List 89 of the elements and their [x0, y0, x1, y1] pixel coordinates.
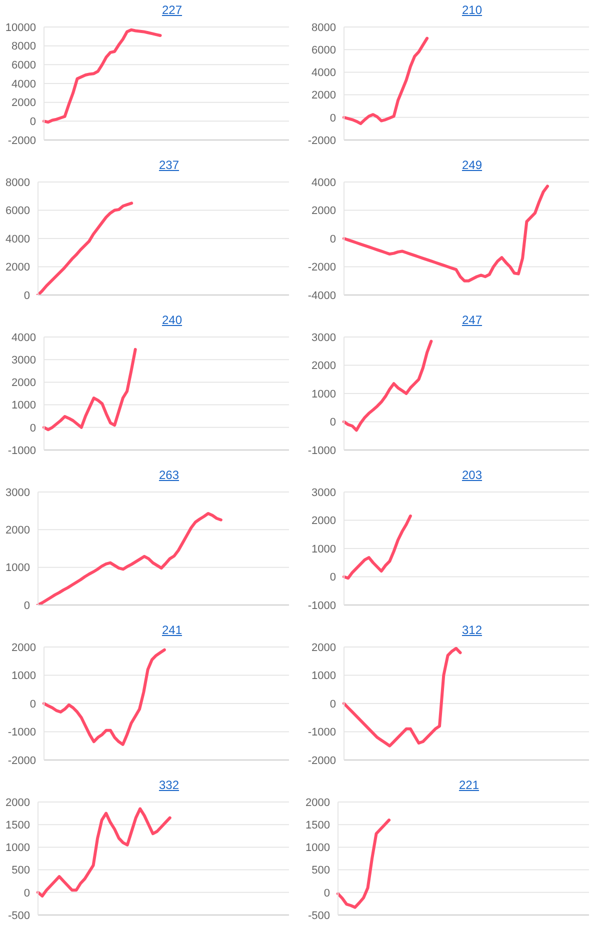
- y-tick-label: 1000: [6, 562, 30, 574]
- y-tick-label: 2000: [6, 796, 30, 809]
- chart-title: 203: [462, 468, 482, 482]
- y-tick-label: 0: [30, 422, 36, 434]
- line-series: [36, 807, 172, 898]
- chart-title: 221: [458, 778, 480, 792]
- y-tick-label: 1000: [312, 543, 336, 556]
- y-tick-label: 0: [24, 887, 30, 900]
- y-tick-label: 8000: [6, 176, 30, 189]
- y-tick-label: 1000: [12, 400, 36, 412]
- y-tick-label: 8000: [312, 22, 336, 34]
- y-tick-label: 1000: [6, 842, 30, 854]
- y-tick-label: 0: [330, 112, 336, 124]
- y-tick-label: 4000: [312, 176, 336, 189]
- y-tick-label: 2000: [306, 796, 330, 809]
- y-tick-label: 2000: [312, 515, 336, 528]
- y-tick-label: -1000: [8, 726, 36, 739]
- line-series: [42, 28, 162, 124]
- y-tick-label: 2000: [312, 205, 336, 218]
- y-tick-label: 3000: [12, 354, 36, 367]
- y-tick-label: 2000: [312, 360, 336, 372]
- y-tick-label: 3000: [312, 486, 336, 499]
- chart-title: 263: [158, 468, 180, 482]
- chart-title: 227: [162, 3, 182, 17]
- y-tick-label: 2000: [6, 262, 30, 274]
- y-tick-label: 4000: [6, 233, 30, 246]
- y-tick-label: 1000: [312, 388, 336, 400]
- line-series: [36, 512, 222, 605]
- y-tick-label: 6000: [312, 44, 336, 57]
- line-series: [342, 340, 433, 432]
- y-tick-label: 2000: [12, 97, 36, 110]
- chart-title: 210: [462, 3, 482, 17]
- y-tick-label: 1500: [306, 820, 330, 832]
- chart-title: 332: [158, 778, 180, 792]
- line-series: [42, 348, 137, 432]
- y-tick-label: 1000: [12, 670, 36, 682]
- y-tick-label: -500: [8, 910, 30, 922]
- y-tick-label: 0: [330, 233, 336, 246]
- y-tick-label: -1000: [308, 726, 336, 739]
- line-series: [342, 647, 462, 748]
- y-tick-label: 500: [12, 864, 30, 877]
- y-tick-label: 1000: [312, 670, 336, 682]
- y-tick-label: -4000: [308, 290, 336, 302]
- y-tick-label: 6000: [6, 205, 30, 218]
- y-tick-label: -500: [308, 910, 330, 922]
- line-series: [336, 818, 391, 909]
- y-tick-label: 0: [30, 116, 36, 128]
- chart-title: 240: [162, 313, 182, 327]
- y-tick-label: 2000: [6, 524, 30, 537]
- chart-title: 237: [158, 158, 180, 172]
- y-tick-label: 0: [24, 600, 30, 612]
- line-series: [342, 514, 412, 580]
- y-tick-label: 500: [312, 864, 330, 877]
- y-tick-label: 6000: [12, 60, 36, 72]
- y-tick-label: -2000: [308, 754, 336, 767]
- y-tick-label: 1500: [6, 820, 30, 832]
- line-series: [36, 202, 134, 295]
- chart-title: 249: [462, 158, 482, 172]
- y-tick-label: -2000: [8, 134, 36, 147]
- y-tick-label: 0: [30, 698, 36, 710]
- y-tick-label: 2000: [12, 642, 36, 654]
- y-tick-label: -2000: [8, 754, 36, 767]
- y-tick-label: 4000: [12, 78, 36, 90]
- y-tick-label: 3000: [6, 486, 30, 499]
- y-tick-label: 2000: [312, 90, 336, 102]
- y-tick-label: 8000: [12, 40, 36, 53]
- y-tick-label: 3000: [312, 332, 336, 344]
- y-tick-label: -2000: [308, 134, 336, 147]
- y-tick-label: 2000: [312, 642, 336, 654]
- chart-title: 312: [462, 623, 482, 637]
- y-tick-label: -2000: [308, 262, 336, 274]
- y-tick-label: 4000: [12, 332, 36, 344]
- line-series: [42, 648, 166, 746]
- y-tick-label: 10000: [5, 22, 36, 34]
- y-tick-label: 0: [330, 698, 336, 710]
- y-tick-label: -1000: [8, 444, 36, 457]
- y-tick-label: 4000: [312, 67, 336, 80]
- y-tick-label: 0: [24, 290, 30, 302]
- y-tick-label: -1000: [308, 600, 336, 612]
- y-tick-label: 2000: [12, 377, 36, 390]
- chart-title: 241: [162, 623, 182, 637]
- line-series: [342, 36, 429, 126]
- y-tick-label: 0: [324, 887, 330, 900]
- y-tick-label: 1000: [306, 842, 330, 854]
- y-tick-label: 0: [330, 416, 336, 429]
- chart-title: 247: [462, 313, 482, 327]
- line-series: [342, 184, 549, 282]
- y-tick-label: -1000: [308, 444, 336, 457]
- y-tick-label: 0: [330, 572, 336, 584]
